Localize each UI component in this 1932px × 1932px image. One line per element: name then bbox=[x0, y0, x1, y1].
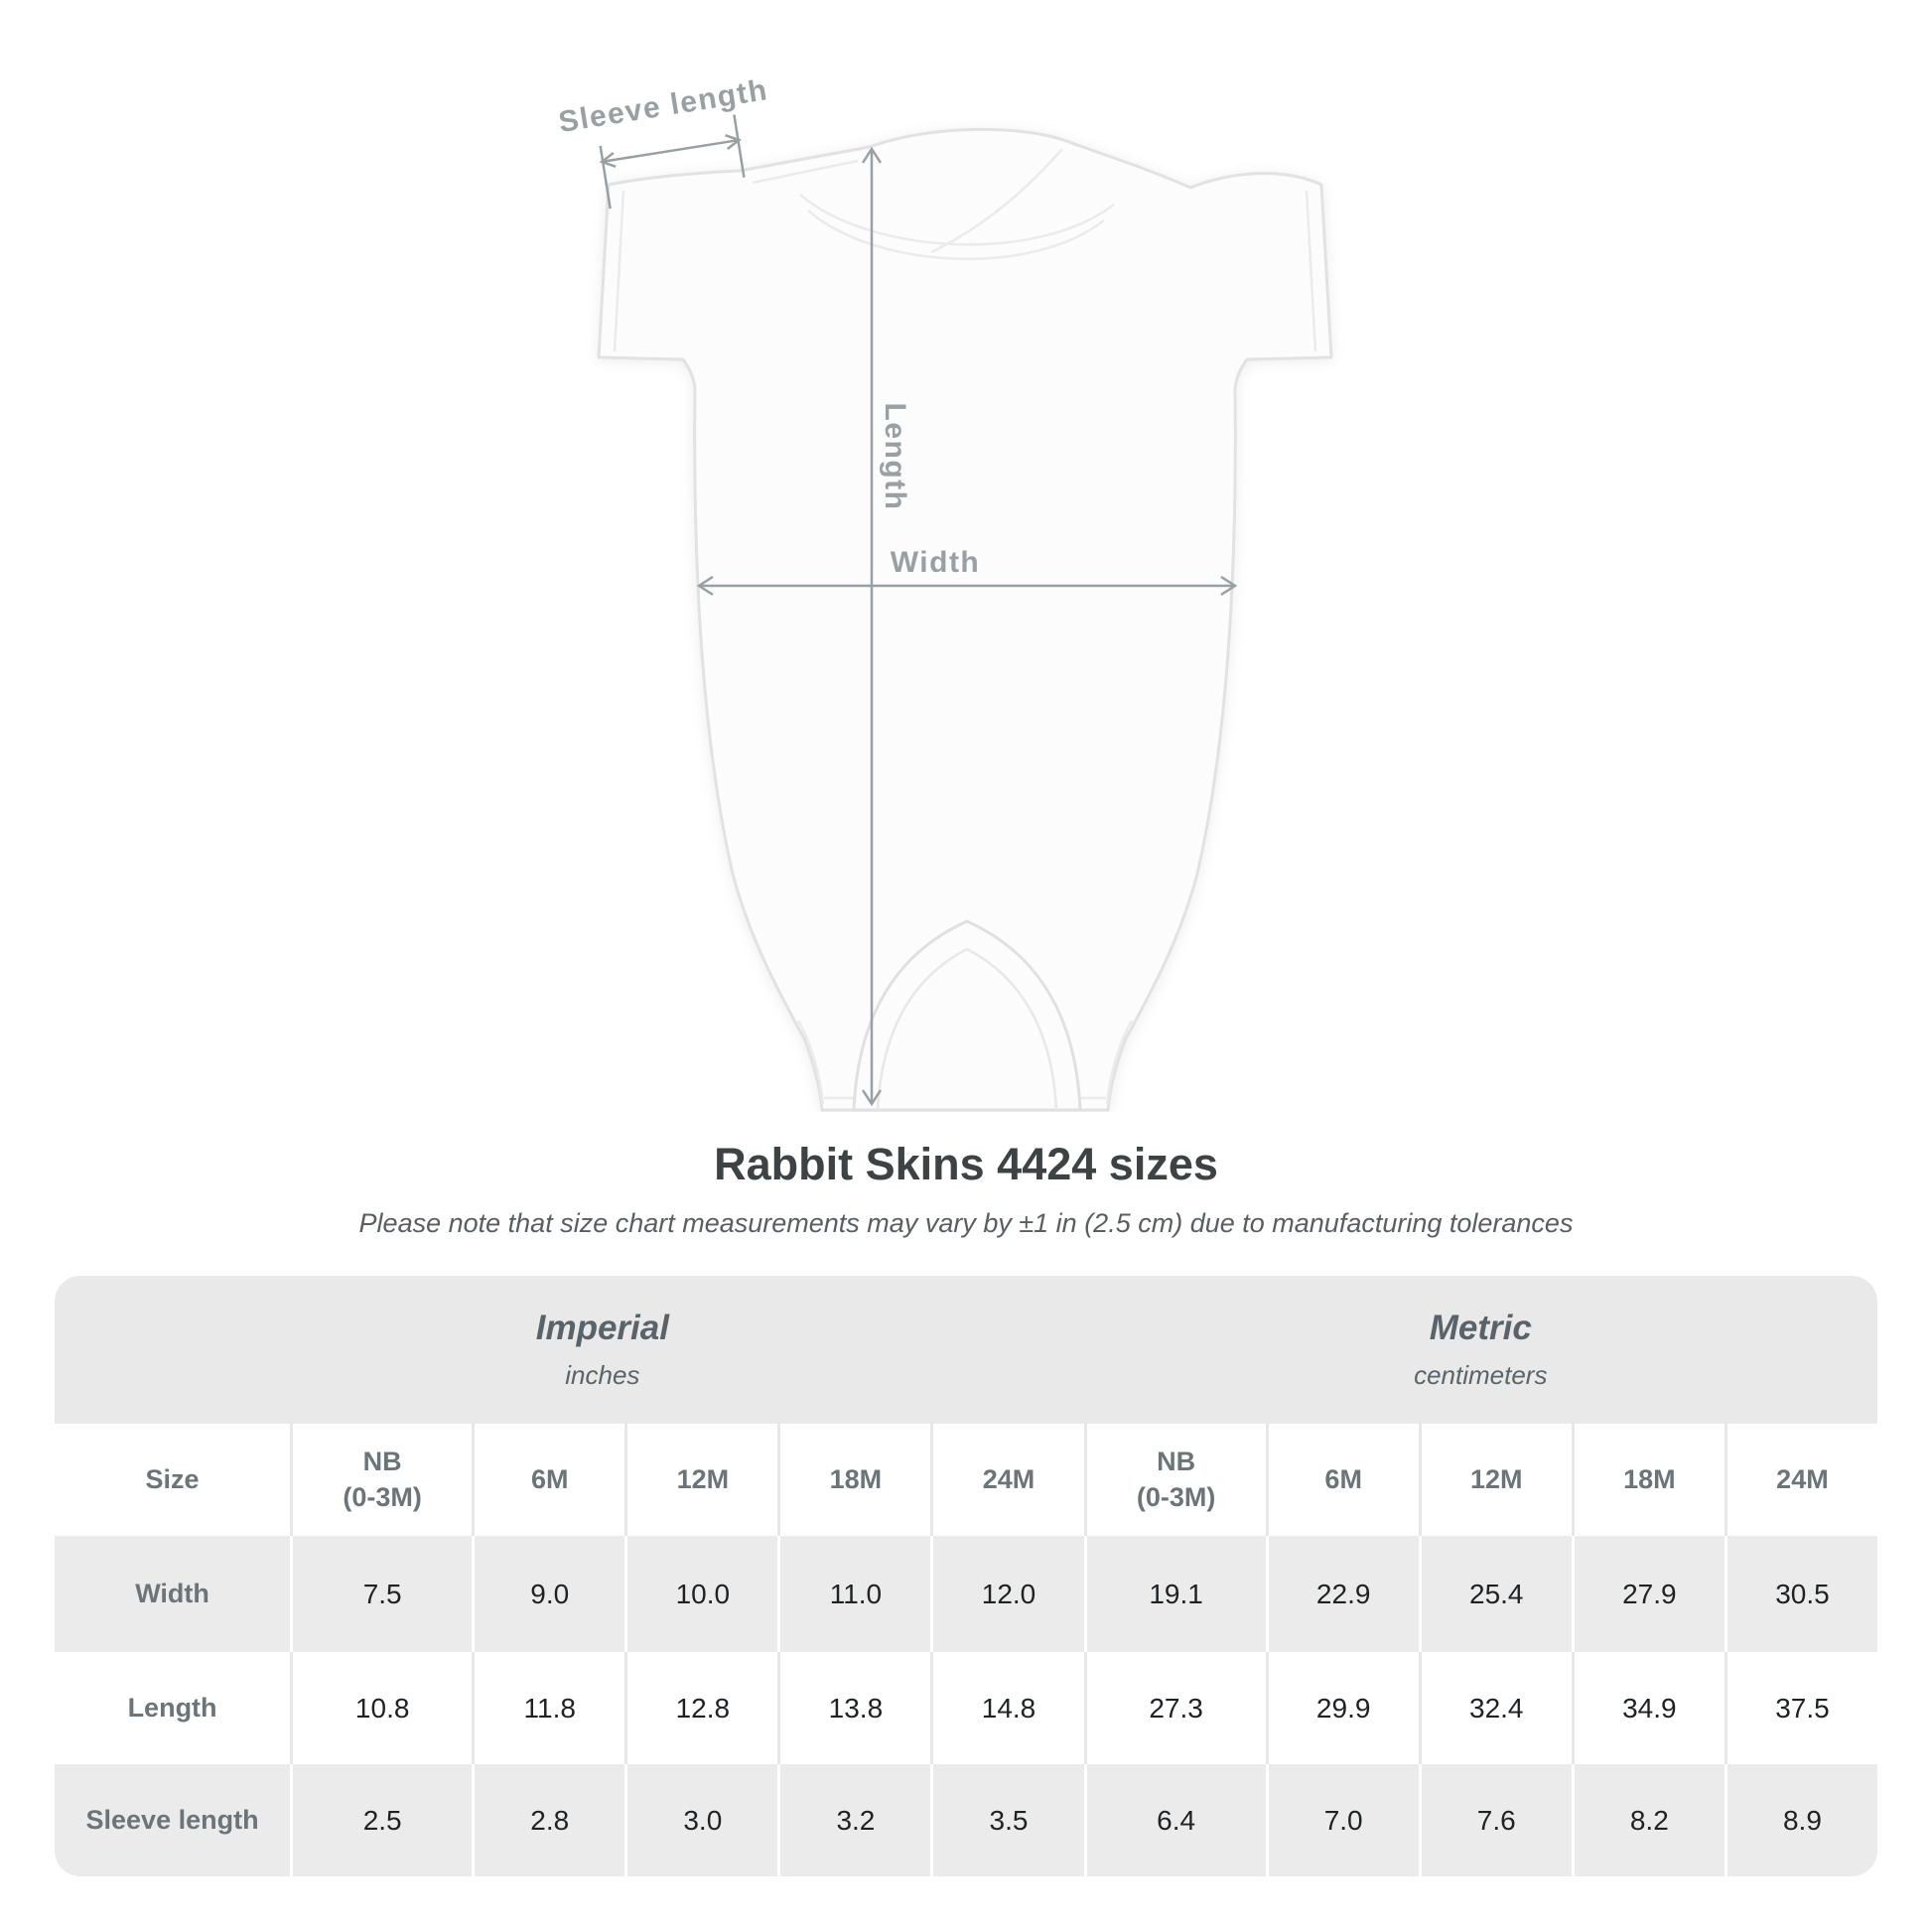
width-label: Width bbox=[891, 546, 981, 579]
column-header: 24M bbox=[930, 1424, 1084, 1536]
bodysuit-graphic bbox=[597, 127, 1333, 1112]
table-row-width: Width 7.5 9.0 10.0 11.0 12.0 19.1 22.9 2… bbox=[55, 1536, 1877, 1652]
table-cell: 22.9 bbox=[1265, 1536, 1419, 1652]
bodysuit-diagram: Sleeve length Length Width bbox=[556, 73, 1333, 1112]
width-annotation: Width bbox=[696, 546, 1238, 597]
bodysuit-outline bbox=[597, 127, 1333, 1112]
unit-band-row: Imperial inches Metric centimeters bbox=[55, 1276, 1877, 1424]
width-arrowhead-left bbox=[696, 575, 714, 597]
sleeve-extent-tick-right bbox=[733, 114, 746, 178]
row-label-sleeve-length: Sleeve length bbox=[55, 1764, 291, 1876]
tolerance-note: Please note that size chart measurements… bbox=[358, 1208, 1574, 1238]
column-header: 6M bbox=[472, 1424, 625, 1536]
table-cell: 19.1 bbox=[1083, 1536, 1266, 1652]
sleeve-length-label: Sleeve length bbox=[556, 73, 769, 139]
table-cell: 7.0 bbox=[1265, 1764, 1419, 1876]
table-cell: 37.5 bbox=[1724, 1652, 1877, 1764]
metric-group-header: Metric centimeters bbox=[1083, 1276, 1877, 1424]
crotch-flap-binding bbox=[876, 947, 1058, 1111]
table-cell: 8.2 bbox=[1571, 1764, 1725, 1876]
column-header: 18M bbox=[1571, 1424, 1725, 1536]
imperial-group-header: Imperial inches bbox=[290, 1276, 1084, 1424]
table-cell: 30.5 bbox=[1724, 1536, 1877, 1652]
length-arrowhead-bottom bbox=[861, 1089, 883, 1107]
right-cuff-seam bbox=[1305, 190, 1317, 352]
sleeve-arrow bbox=[602, 138, 739, 164]
table-cell: 3.2 bbox=[777, 1764, 931, 1876]
metric-unit: centimeters bbox=[1414, 1360, 1548, 1390]
left-leg-binding bbox=[796, 1020, 825, 1105]
column-header: 6M bbox=[1265, 1424, 1419, 1536]
width-arrowhead-right bbox=[1220, 575, 1238, 597]
length-annotation: Length bbox=[861, 146, 911, 1107]
size-table: Imperial inches Metric centimeters Size … bbox=[55, 1276, 1877, 1876]
caption: Rabbit Skins 4424 sizes Please note that… bbox=[0, 1138, 1932, 1240]
column-header: NB (0-3M) bbox=[290, 1424, 473, 1536]
envelope-overlap-seam bbox=[930, 148, 1063, 254]
table-cell: 10.0 bbox=[624, 1536, 778, 1652]
table-cell: 7.5 bbox=[290, 1536, 473, 1652]
imperial-unit: inches bbox=[565, 1360, 640, 1390]
size-header: Size bbox=[55, 1424, 291, 1536]
table-cell: 27.3 bbox=[1083, 1652, 1266, 1764]
column-header: 24M bbox=[1724, 1424, 1877, 1536]
table-cell: 25.4 bbox=[1418, 1536, 1572, 1652]
crotch-flap bbox=[852, 919, 1082, 1112]
table-cell: 13.8 bbox=[777, 1652, 931, 1764]
table-cell: 6.4 bbox=[1083, 1764, 1266, 1876]
table-row-sleeve-length: Sleeve length 2.5 2.8 3.0 3.2 3.5 6.4 7.… bbox=[55, 1764, 1877, 1876]
left-flap-binding bbox=[752, 159, 859, 185]
table-cell: 2.8 bbox=[472, 1764, 625, 1876]
left-cuff-seam bbox=[613, 190, 625, 352]
right-leg-binding bbox=[1105, 1020, 1134, 1105]
table-cell: 3.0 bbox=[624, 1764, 778, 1876]
sleeve-extent-tick-left bbox=[599, 145, 612, 209]
column-header-row: Size NB (0-3M) 6M 12M 18M 24M NB (0-3M) … bbox=[55, 1424, 1877, 1536]
table-cell: 32.4 bbox=[1418, 1652, 1572, 1764]
table-cell: 2.5 bbox=[290, 1764, 473, 1876]
table-cell: 12.8 bbox=[624, 1652, 778, 1764]
table-row-length: Length 10.8 11.8 12.8 13.8 14.8 27.3 29.… bbox=[55, 1652, 1877, 1764]
table-cell: 3.5 bbox=[930, 1764, 1084, 1876]
metric-label: Metric bbox=[1429, 1309, 1532, 1347]
table-cell: 9.0 bbox=[472, 1536, 625, 1652]
neckband-seam bbox=[799, 194, 1115, 246]
table-cell: 11.0 bbox=[777, 1536, 931, 1652]
table-cell: 27.9 bbox=[1571, 1536, 1725, 1652]
row-label-length: Length bbox=[55, 1652, 291, 1764]
column-header: 18M bbox=[777, 1424, 931, 1536]
column-header: 12M bbox=[624, 1424, 778, 1536]
page-title: Rabbit Skins 4424 sizes bbox=[714, 1139, 1218, 1189]
row-label-width: Width bbox=[55, 1536, 291, 1652]
table-cell: 34.9 bbox=[1571, 1652, 1725, 1764]
table-cell: 12.0 bbox=[930, 1536, 1084, 1652]
imperial-label: Imperial bbox=[535, 1309, 669, 1347]
table-cell: 29.9 bbox=[1265, 1652, 1419, 1764]
table-cell: 10.8 bbox=[290, 1652, 473, 1764]
column-header: NB (0-3M) bbox=[1083, 1424, 1266, 1536]
table-cell: 7.6 bbox=[1418, 1764, 1572, 1876]
table-cell: 11.8 bbox=[472, 1652, 625, 1764]
band-corner bbox=[55, 1276, 291, 1424]
length-label: Length bbox=[879, 403, 911, 511]
table-cell: 14.8 bbox=[930, 1652, 1084, 1764]
neckband-seam-inner bbox=[807, 209, 1105, 261]
table-cell: 8.9 bbox=[1724, 1764, 1877, 1876]
column-header: 12M bbox=[1418, 1424, 1572, 1536]
length-arrowhead-top bbox=[861, 146, 883, 164]
